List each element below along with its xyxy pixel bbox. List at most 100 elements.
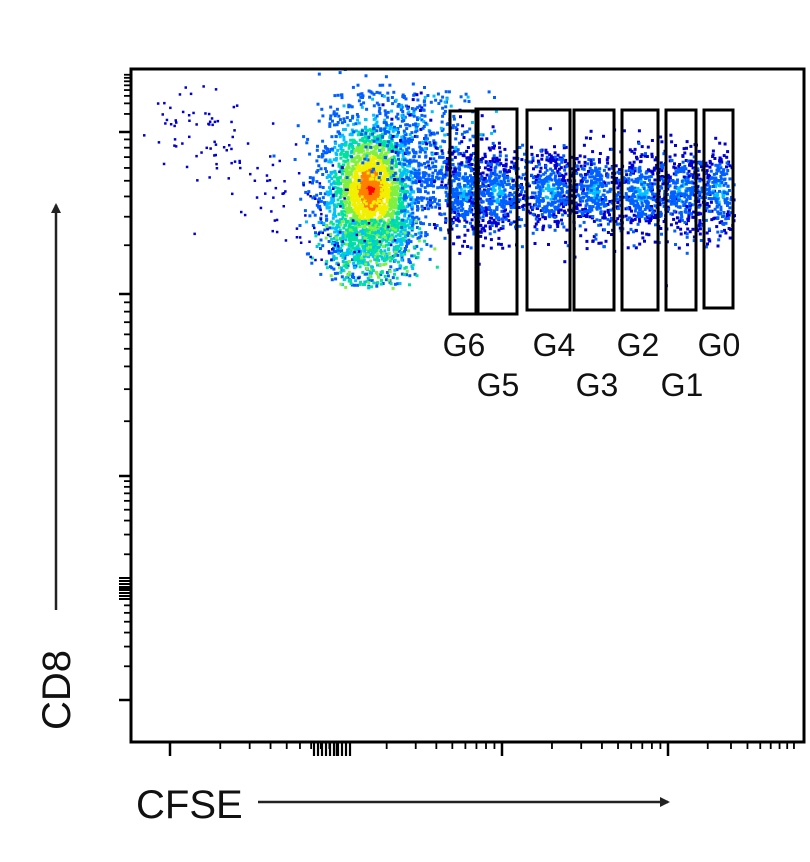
event-dot	[369, 259, 373, 263]
event-dot	[636, 202, 640, 206]
event-dot	[337, 266, 341, 270]
event-dot	[608, 219, 612, 223]
event-dot	[391, 170, 394, 174]
event-dot	[396, 238, 400, 242]
event-dot	[319, 272, 323, 276]
event-dot	[466, 245, 470, 248]
event-dot	[345, 172, 349, 176]
event-dot	[564, 145, 568, 149]
event-dot	[492, 189, 496, 193]
event-dot	[581, 185, 585, 189]
event-dot	[345, 211, 349, 215]
event-dot	[549, 167, 553, 171]
event-dot	[699, 190, 702, 194]
event-dot	[345, 155, 349, 159]
event-dot	[339, 282, 343, 286]
event-dot	[414, 219, 418, 223]
event-dot	[371, 196, 375, 200]
event-dot	[405, 189, 409, 193]
event-dot	[452, 117, 456, 121]
event-dot	[636, 178, 640, 182]
event-dot	[412, 93, 416, 97]
event-dot	[553, 145, 556, 149]
event-dot	[368, 238, 372, 242]
event-dot	[330, 278, 334, 282]
event-dot	[581, 208, 585, 212]
event-dot	[512, 166, 516, 170]
event-dot	[327, 193, 331, 197]
event-dot	[484, 180, 488, 184]
event-dot	[614, 219, 618, 223]
event-dot	[465, 178, 469, 182]
event-dot	[654, 192, 658, 196]
event-dot	[361, 161, 365, 165]
event-dot	[433, 247, 437, 251]
event-dot	[669, 133, 673, 137]
event-dot	[441, 95, 445, 99]
event-dot	[334, 151, 338, 155]
event-dot	[696, 188, 700, 192]
event-dot	[645, 175, 649, 179]
event-dot	[381, 155, 385, 158]
event-dot	[307, 252, 310, 256]
event-dot	[342, 159, 346, 163]
event-dot	[686, 172, 690, 176]
event-dot	[347, 224, 351, 228]
event-dot	[697, 212, 701, 216]
event-dot	[419, 127, 423, 131]
event-dot	[399, 253, 403, 257]
event-dot	[415, 135, 419, 139]
event-dot	[482, 226, 486, 230]
event-dot	[539, 209, 543, 213]
event-dot	[413, 168, 417, 172]
event-dot	[419, 91, 423, 95]
event-dot	[364, 233, 368, 237]
event-dot	[687, 213, 691, 217]
event-dot	[400, 228, 404, 232]
event-dot	[681, 166, 685, 170]
event-dot	[361, 96, 364, 99]
event-dot	[354, 122, 358, 126]
event-dot	[674, 170, 678, 174]
event-dot	[389, 175, 393, 179]
event-dot	[579, 234, 583, 238]
event-dot	[493, 129, 497, 133]
event-dot	[336, 186, 340, 190]
event-dot	[422, 222, 425, 226]
event-dot	[354, 264, 358, 268]
event-dot	[616, 201, 620, 204]
event-dot	[404, 172, 408, 176]
event-dot	[329, 114, 333, 118]
event-dot	[367, 144, 371, 148]
event-dot	[390, 191, 394, 195]
event-dot	[318, 204, 322, 208]
event-dot	[481, 219, 485, 222]
event-dot	[382, 263, 386, 267]
event-dot	[361, 165, 365, 169]
event-dot	[375, 184, 379, 188]
event-dot	[350, 225, 354, 229]
event-dot	[360, 203, 364, 207]
event-dot	[366, 253, 370, 257]
event-dot	[501, 185, 505, 189]
event-dot	[323, 202, 327, 206]
event-dot	[371, 248, 375, 252]
event-dot	[697, 224, 701, 228]
event-dot	[546, 176, 550, 180]
event-dot	[332, 199, 336, 203]
event-dot	[540, 157, 544, 161]
event-dot	[471, 226, 475, 230]
event-dot	[535, 206, 539, 210]
event-dot	[584, 173, 588, 177]
event-dot	[328, 158, 332, 162]
event-dot	[487, 146, 491, 150]
event-dot	[425, 233, 429, 237]
event-dot	[361, 139, 365, 143]
event-dot	[691, 186, 694, 190]
event-dot	[339, 223, 343, 227]
event-dot	[390, 172, 394, 176]
event-dot	[602, 201, 605, 205]
event-dot	[343, 218, 347, 221]
event-dot	[726, 150, 730, 154]
event-dot	[610, 233, 613, 236]
